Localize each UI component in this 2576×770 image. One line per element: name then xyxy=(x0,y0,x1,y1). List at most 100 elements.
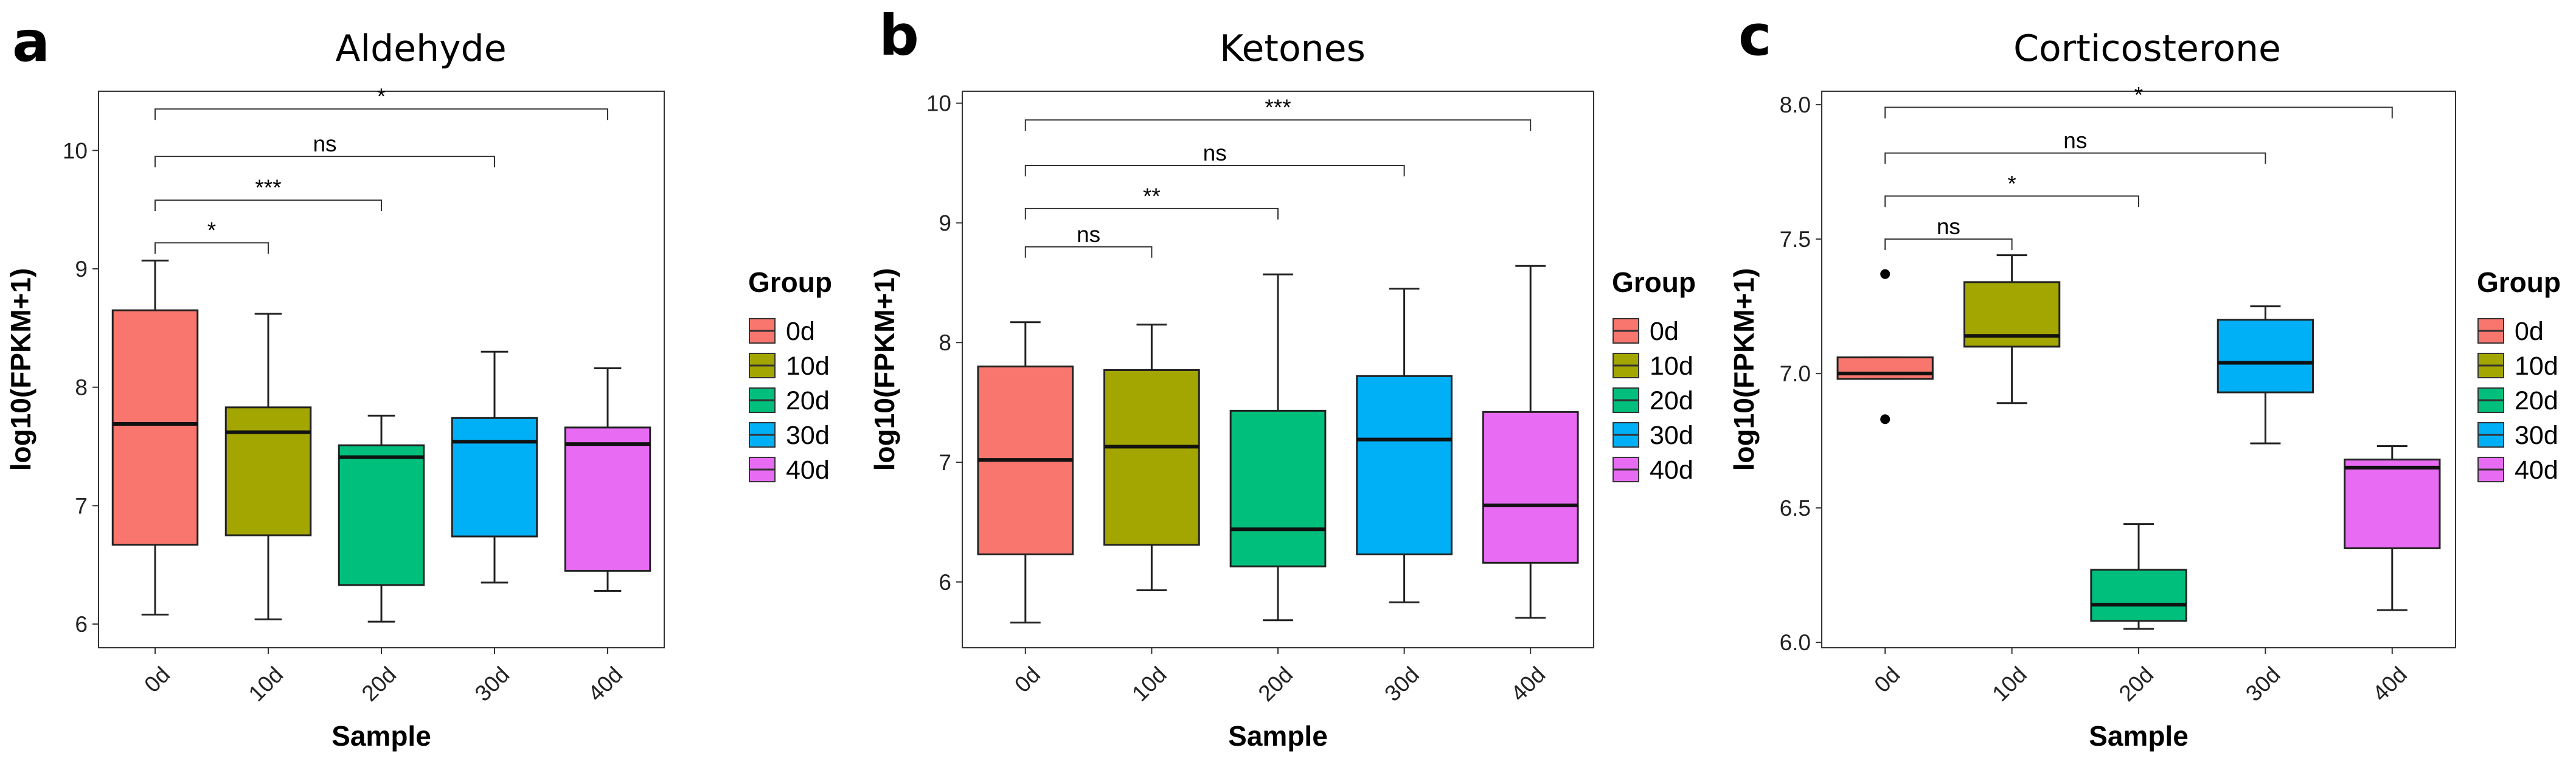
legend: Group 0d 10d 20d 30d 40d xyxy=(748,266,832,485)
x-tick-label: 40d xyxy=(1506,662,1550,706)
box-rect xyxy=(224,406,312,536)
legend: Group 0d 10d 20d 30d 40d xyxy=(1612,266,1696,485)
x-axis-title: Sample xyxy=(2089,720,2189,752)
legend-item: 0d xyxy=(2477,317,2544,346)
significance-bracket: ns xyxy=(154,131,495,168)
box-40d xyxy=(2344,445,2441,611)
legend-item: 10d xyxy=(2477,352,2558,381)
x-tick-label: 40d xyxy=(583,662,628,706)
box-0d xyxy=(1836,269,1934,425)
legend-label: 40d xyxy=(786,456,830,485)
panel-b: b Ketones 6 7 8 9 10 0d 10d 20d 30d 40d Sample log10(… xyxy=(869,3,1696,752)
significance-label: ns xyxy=(1203,140,1227,165)
legend-item: 10d xyxy=(749,352,830,381)
box-40d xyxy=(1482,265,1579,619)
outlier-point xyxy=(1880,269,1890,279)
bracket-line xyxy=(154,108,608,120)
y-tick-label: 6 xyxy=(939,570,951,595)
y-tick-label: 7 xyxy=(75,493,88,518)
significance-label: ns xyxy=(313,131,336,156)
box-rect xyxy=(2217,319,2314,394)
x-tick-label: 20d xyxy=(1254,662,1298,706)
chart-title: Aldehyde xyxy=(335,27,506,70)
box-20d xyxy=(2090,523,2187,630)
chart-title: Ketones xyxy=(1220,27,1366,70)
y-tick-label: 10 xyxy=(63,138,88,163)
legend-label: 20d xyxy=(786,386,830,415)
bracket-line xyxy=(1884,152,2266,164)
legend-title: Group xyxy=(2477,266,2561,298)
panel-c: c Corticosterone 6.0 6.5 7.0 7.5 8.0 0d 10d 20d 30… xyxy=(1728,3,2561,752)
legend-label: 10d xyxy=(786,352,830,381)
significance-label: ns xyxy=(1937,214,1960,239)
box-rect xyxy=(564,426,651,572)
significance-bracket: ns xyxy=(1024,222,1153,258)
box-rect xyxy=(338,444,425,586)
y-tick-label: 9 xyxy=(939,210,951,235)
legend-item: 40d xyxy=(1613,456,1693,485)
legend: Group 0d 10d 20d 30d 40d xyxy=(2477,266,2561,485)
box-30d xyxy=(2217,305,2314,445)
bracket-line xyxy=(1024,165,1405,176)
box-rect xyxy=(451,417,538,538)
y-tick-label: 6 xyxy=(75,612,88,637)
bracket-line xyxy=(154,199,382,212)
y-axis-title: log10(FPKM+1) xyxy=(5,268,36,471)
legend-label: 30d xyxy=(1650,421,1693,450)
box-10d xyxy=(224,313,312,620)
legend-label: 20d xyxy=(2515,386,2558,415)
y-tick-label: 6.0 xyxy=(1780,630,1811,655)
significance-bracket: * xyxy=(154,218,269,254)
legend-label: 20d xyxy=(1650,386,1693,415)
y-tick-label: 10 xyxy=(926,91,951,116)
significance-bracket: * xyxy=(1884,83,2393,119)
legend-label: 10d xyxy=(1650,352,1693,381)
x-tick-label: 30d xyxy=(470,662,515,706)
legend-item: 0d xyxy=(749,317,815,346)
box-40d xyxy=(564,367,651,592)
significance-label: * xyxy=(2134,83,2143,108)
x-axis-title: Sample xyxy=(332,720,431,752)
legend-item: 40d xyxy=(2477,456,2558,485)
legend-item: 20d xyxy=(1613,386,1693,415)
legend-label: 40d xyxy=(1650,456,1693,485)
significance-bracket: ns xyxy=(1884,214,2013,251)
significance-label: * xyxy=(2007,171,2016,196)
panel-letter: c xyxy=(1738,3,1772,68)
box-0d xyxy=(977,321,1074,624)
box-10d xyxy=(1103,324,1200,592)
significance-label: *** xyxy=(1265,95,1291,120)
y-tick-label: 9 xyxy=(75,257,88,282)
box-0d xyxy=(111,259,199,616)
bracket-line xyxy=(1024,246,1153,258)
significance-bracket: ** xyxy=(1024,184,1279,220)
significance-label: *** xyxy=(255,175,281,200)
outlier-point xyxy=(1880,414,1890,425)
panel-a: a Aldehyde 6 7 8 9 10 0d 10d 20d 30d 40d Sample log10… xyxy=(5,9,832,752)
bracket-line xyxy=(1884,106,2393,119)
significance-bracket: * xyxy=(1884,171,2139,207)
bracket-line xyxy=(154,242,269,254)
box-rect xyxy=(2344,459,2441,549)
x-tick-label: 40d xyxy=(2367,662,2412,706)
legend-label: 30d xyxy=(2515,421,2558,450)
significance-label: ns xyxy=(2063,128,2087,153)
legend-label: 0d xyxy=(786,317,815,346)
significance-bracket: ns xyxy=(1884,128,2266,164)
chart-title: Corticosterone xyxy=(2013,27,2281,70)
box-rect xyxy=(2090,569,2187,622)
y-axis-title: log10(FPKM+1) xyxy=(869,268,900,471)
x-tick-label: 30d xyxy=(1380,662,1424,706)
box-20d xyxy=(338,414,425,623)
significance-bracket: *** xyxy=(154,175,382,212)
significance-label: * xyxy=(377,84,386,109)
bracket-line xyxy=(1884,238,2013,251)
box-30d xyxy=(1356,288,1453,603)
y-axis-title: log10(FPKM+1) xyxy=(1728,268,1760,471)
significance-label: ** xyxy=(1143,184,1161,209)
y-tick-label: 7.5 xyxy=(1780,227,1811,252)
significance-label: ns xyxy=(1077,222,1100,247)
panel-letter: a xyxy=(12,9,50,74)
panel-letter: b xyxy=(879,3,919,68)
